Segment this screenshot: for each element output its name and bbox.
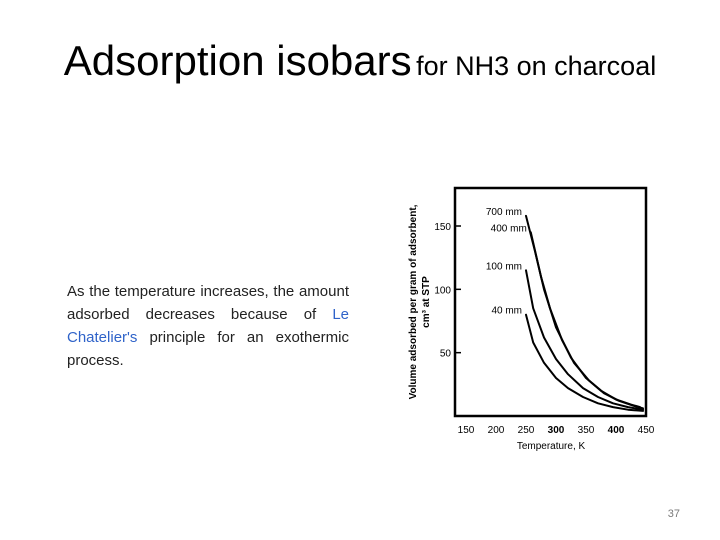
le-chatelier-link[interactable]: Le Chatelier's	[67, 306, 349, 346]
body-text-part1: As the temperature increases, the amount…	[67, 283, 349, 323]
x-tick-label: 450	[638, 425, 655, 436]
y-axis: 50 100 150	[434, 222, 461, 360]
x-axis-label: Temperature, K	[517, 441, 586, 452]
y-tick-label: 100	[434, 285, 451, 296]
body-text: As the temperature increases, the amount…	[67, 280, 349, 372]
series-line	[525, 269, 644, 411]
series-line	[525, 313, 644, 412]
isobar-chart: 50 100 150 150 200 250 300 350 400 450 700 mm 400…	[408, 186, 655, 452]
series-line	[529, 231, 644, 410]
y-axis-label-unit: cm³ at STP	[421, 276, 432, 328]
series-group: 700 mm 400 mm 100 mm 40 mm	[486, 207, 644, 412]
slide-title: Adsorption isobars for NH3 on charcoal	[0, 40, 720, 82]
x-tick-label: 150	[458, 425, 475, 436]
body-text-part2: principle for an exothermic process.	[67, 329, 349, 369]
x-tick-label: 350	[578, 425, 595, 436]
x-tick-label: 250	[518, 425, 535, 436]
x-tick-label: 400	[608, 425, 625, 436]
series-label: 700 mm	[486, 207, 522, 218]
title-main: Adsorption isobars	[63, 37, 412, 84]
page-number: 37	[667, 508, 680, 520]
series-line	[525, 214, 641, 409]
x-axis: 150 200 250 300 350 400 450	[458, 425, 655, 436]
y-tick-label: 50	[440, 349, 452, 360]
series-label: 40 mm	[491, 306, 522, 317]
x-tick-label: 300	[548, 425, 565, 436]
plot-frame	[453, 186, 648, 418]
y-tick-label: 150	[434, 222, 451, 233]
y-axis-label: Volume adsorbed per gram of adsorbent,	[408, 204, 419, 399]
series-label: 400 mm	[491, 223, 527, 234]
series-label: 100 mm	[486, 261, 522, 272]
title-rest: for NH3 on charcoal	[416, 51, 657, 81]
x-tick-label: 200	[488, 425, 505, 436]
